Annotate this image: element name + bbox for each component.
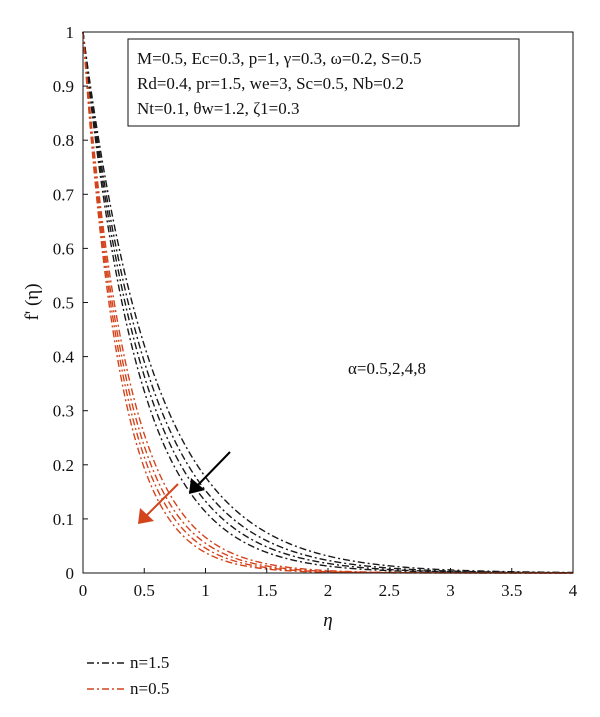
y-tick-label: 0.9 <box>53 77 74 96</box>
parameter-box <box>127 38 520 127</box>
y-tick-label: 0.6 <box>53 239 74 258</box>
x-tick-label: 3 <box>446 581 455 600</box>
black-trend-arrow <box>189 451 231 494</box>
y-tick-label: 0.4 <box>53 348 75 367</box>
legend-swatch-n1-5 <box>87 662 125 664</box>
parameter-line-2: Rd=0.4, pr=1.5, we=3, Sc=0.5, Nb=0.2 <box>137 74 404 93</box>
y-tick-label: 1 <box>66 23 75 42</box>
y-tick-label: 0.8 <box>53 131 74 150</box>
series-line-n1-5-alpha-4 <box>82 31 573 574</box>
series-line-n1-5-alpha-0-5 <box>82 31 574 574</box>
legend-label-n1-5: n=1.5 <box>130 653 170 672</box>
y-tick-label: 0.2 <box>53 456 74 475</box>
x-tick-label: 3.5 <box>501 581 522 600</box>
y-tick-label: 0 <box>66 564 75 583</box>
red-trend-arrow <box>138 483 179 524</box>
x-tick-label: 0 <box>79 581 88 600</box>
y-axis-label: f' (η) <box>22 283 43 320</box>
y-tick-label: 0.3 <box>53 402 74 421</box>
x-tick-label: 2.5 <box>379 581 400 600</box>
x-tick-label: 1 <box>201 581 210 600</box>
alpha-annotation: α=0.5,2,4,8 <box>348 359 426 378</box>
legend-swatch-n0-5 <box>87 688 125 690</box>
y-ticks: 0 0.1 0.2 0.3 0.4 0.5 0.6 0.7 0.8 0.9 1 <box>53 23 88 583</box>
series-line-n1-5-alpha-2 <box>82 31 574 574</box>
x-tick-label: 0.5 <box>134 581 155 600</box>
x-ticks: 0 0.5 1 1.5 2 2.5 3 3.5 4 <box>79 568 578 600</box>
x-axis-label: η <box>323 610 332 631</box>
x-tick-label: 2 <box>324 581 333 600</box>
x-tick-label: 4 <box>569 581 578 600</box>
x-tick-label: 1.5 <box>256 581 277 600</box>
parameter-line-1: M=0.5, Ec=0.3, p=1, γ=0.3, ω=0.2, S=0.5 <box>137 49 421 68</box>
y-tick-label: 0.5 <box>53 294 74 313</box>
y-tick-label: 0.7 <box>53 185 75 204</box>
y-tick-label: 0.1 <box>53 510 74 529</box>
parameter-line-3: Nt=0.1, θw=1.2, ζ1=0.3 <box>137 99 299 118</box>
legend-label-n0-5: n=0.5 <box>130 679 170 698</box>
